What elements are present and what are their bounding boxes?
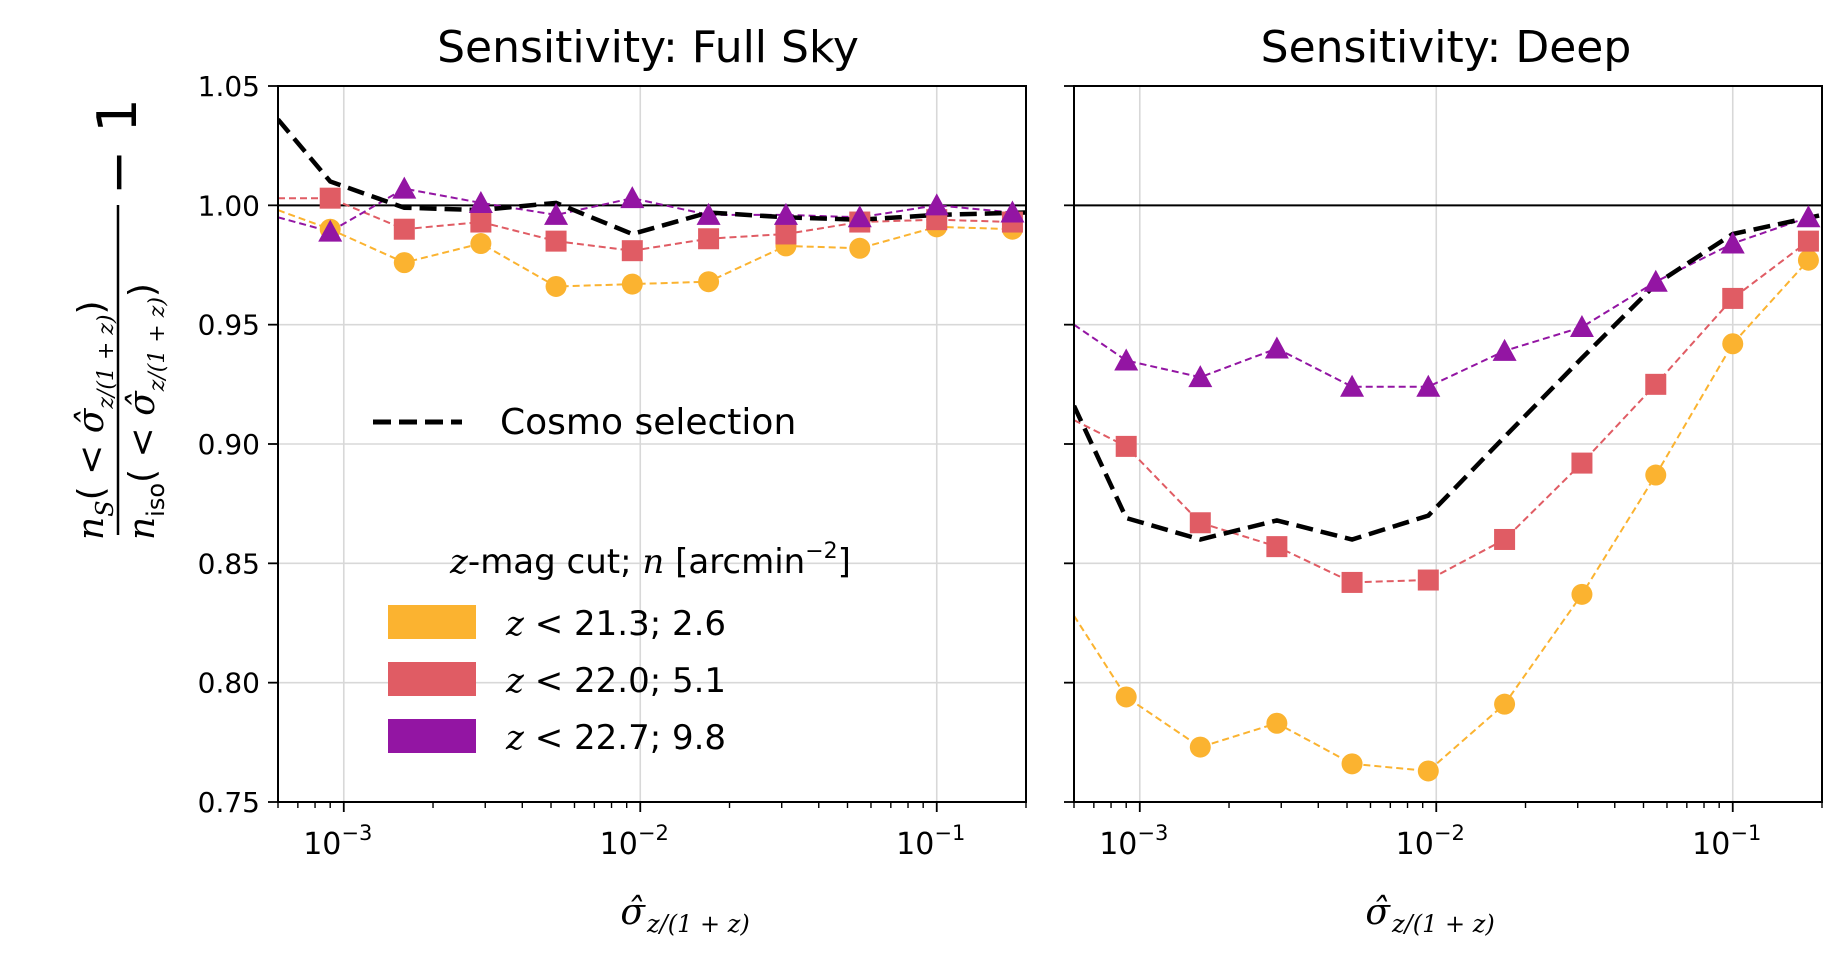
- x-axis-subscript: z/(1 + z): [1391, 910, 1495, 938]
- series-line-2: [1074, 240, 1810, 584]
- series-2-point: [545, 230, 567, 252]
- legend-cosmo-label: Cosmo selection: [500, 402, 796, 443]
- series-3-point: [1643, 269, 1668, 292]
- series-3-point: [1492, 338, 1517, 361]
- series-3-point: [1569, 315, 1594, 338]
- series-1-point: [1494, 693, 1516, 715]
- y-label-numerator: nS( < σ̂z/(1 + z)): [71, 300, 119, 540]
- series-3-point: [544, 202, 569, 225]
- series-1-point: [1341, 753, 1363, 775]
- series-1-point: [393, 252, 415, 274]
- legend-label-1: z < 21.3; 2.6: [505, 604, 726, 644]
- series-2-point: [621, 240, 643, 262]
- x-tick-label: 10−1: [896, 821, 965, 862]
- x-axis-sigma: σ̂: [1365, 892, 1391, 933]
- y-tick-label: 0.90: [198, 428, 260, 461]
- legend-header: z-mag cut; n [arcmin−2]: [449, 539, 851, 582]
- data-layer: [278, 117, 1026, 297]
- series-3-point: [696, 202, 721, 225]
- series-2-point: [1417, 569, 1439, 591]
- series-2-point: [319, 187, 341, 209]
- series-3-point: [392, 176, 417, 199]
- series-3-point: [924, 193, 949, 216]
- legend-label-2: z < 22.0; 5.1: [505, 661, 726, 701]
- series-1-point: [698, 271, 720, 293]
- x-tick-label: 10−3: [1099, 821, 1168, 862]
- series-3-point: [468, 190, 493, 213]
- series-1-point: [1266, 712, 1288, 734]
- series-3-point: [318, 219, 343, 242]
- series-2-point: [1115, 435, 1137, 457]
- cosmo-selection-line: [1074, 212, 1822, 542]
- series-2-point: [1722, 287, 1744, 309]
- series-1-point: [1115, 686, 1137, 708]
- y-tick-label: 1.05: [198, 70, 260, 103]
- series-2-point: [1494, 528, 1516, 550]
- series-2-point: [1571, 452, 1593, 474]
- legend-swatch-1: [388, 605, 476, 639]
- series-1-point: [1417, 760, 1439, 782]
- series-1-point: [470, 233, 492, 255]
- series-3-point: [1796, 205, 1821, 228]
- series-3-point: [847, 205, 872, 228]
- series-3-point: [1720, 231, 1745, 254]
- series-3-point: [1114, 348, 1139, 371]
- plot-frame: [277, 85, 1027, 803]
- y-label-minus-one: − 1: [86, 98, 149, 195]
- y-tick-label: 1.00: [198, 189, 260, 222]
- series-2-point: [1645, 373, 1667, 395]
- series-3-point: [1000, 200, 1025, 223]
- y-axis-label: nS( < σ̂z/(1 + z)) niso( < σ̂z/(1 + z)) …: [71, 98, 170, 540]
- series-3-point: [773, 202, 798, 225]
- x-axis-subscript: z/(1 + z): [646, 910, 750, 938]
- series-1-point: [849, 237, 871, 259]
- series-2-point: [393, 218, 415, 240]
- series-2-point: [1797, 230, 1819, 252]
- panel-deep: 10−3 10−2 10−1: [1064, 85, 1823, 862]
- series-1-point: [1797, 249, 1819, 271]
- series-2-point: [1266, 536, 1288, 558]
- x-tick-label: 10−2: [600, 821, 669, 862]
- series-3-point: [1416, 374, 1441, 397]
- cosmo-selection-line: [278, 117, 1026, 237]
- series-1-point: [1189, 736, 1211, 758]
- legend: Cosmo selection z-mag cut; n [arcmin−2] …: [373, 402, 851, 758]
- x-tick-label: 10−1: [1692, 821, 1761, 862]
- legend-swatch-3: [388, 719, 476, 753]
- y-tick-label: 0.80: [198, 667, 260, 700]
- data-layer: [1074, 205, 1822, 782]
- series-1-point: [1571, 583, 1593, 605]
- series-1-point: [1645, 464, 1667, 486]
- series-line-3: [1074, 216, 1809, 388]
- y-label-denominator: niso( < σ̂z/(1 + z)): [122, 283, 170, 540]
- panel-title-full-sky: Sensitivity: Full Sky: [437, 22, 859, 73]
- y-tick-label: 0.95: [198, 309, 260, 342]
- y-tick-label: 0.85: [198, 547, 260, 580]
- series-1-point: [545, 275, 567, 297]
- series-1-point: [1722, 333, 1744, 355]
- series-line-1: [1074, 259, 1810, 773]
- series-3-point: [1340, 374, 1365, 397]
- x-axis-label-left: σ̂ z/(1 + z): [620, 892, 749, 938]
- series-line-3: [278, 187, 1013, 233]
- series-1-point: [621, 273, 643, 295]
- series-2-point: [1189, 512, 1211, 534]
- series-2-point: [1341, 571, 1363, 593]
- x-axis-sigma: σ̂: [620, 892, 646, 933]
- x-tick-label: 10−2: [1396, 821, 1465, 862]
- series-3-point: [1264, 336, 1289, 359]
- x-tick-label: 10−3: [303, 821, 372, 862]
- series-2-point: [698, 228, 720, 250]
- legend-swatch-2: [388, 662, 476, 696]
- panel-title-deep: Sensitivity: Deep: [1261, 22, 1632, 73]
- plot-frame: [1073, 85, 1823, 803]
- series-3-point: [1188, 365, 1213, 388]
- series-2-point: [470, 211, 492, 233]
- y-tick-label: 0.75: [198, 786, 260, 819]
- legend-label-3: z < 22.7; 9.8: [505, 718, 726, 758]
- x-axis-label-right: σ̂ z/(1 + z): [1365, 892, 1494, 938]
- series-2-point: [775, 223, 797, 245]
- series-3-point: [620, 186, 645, 209]
